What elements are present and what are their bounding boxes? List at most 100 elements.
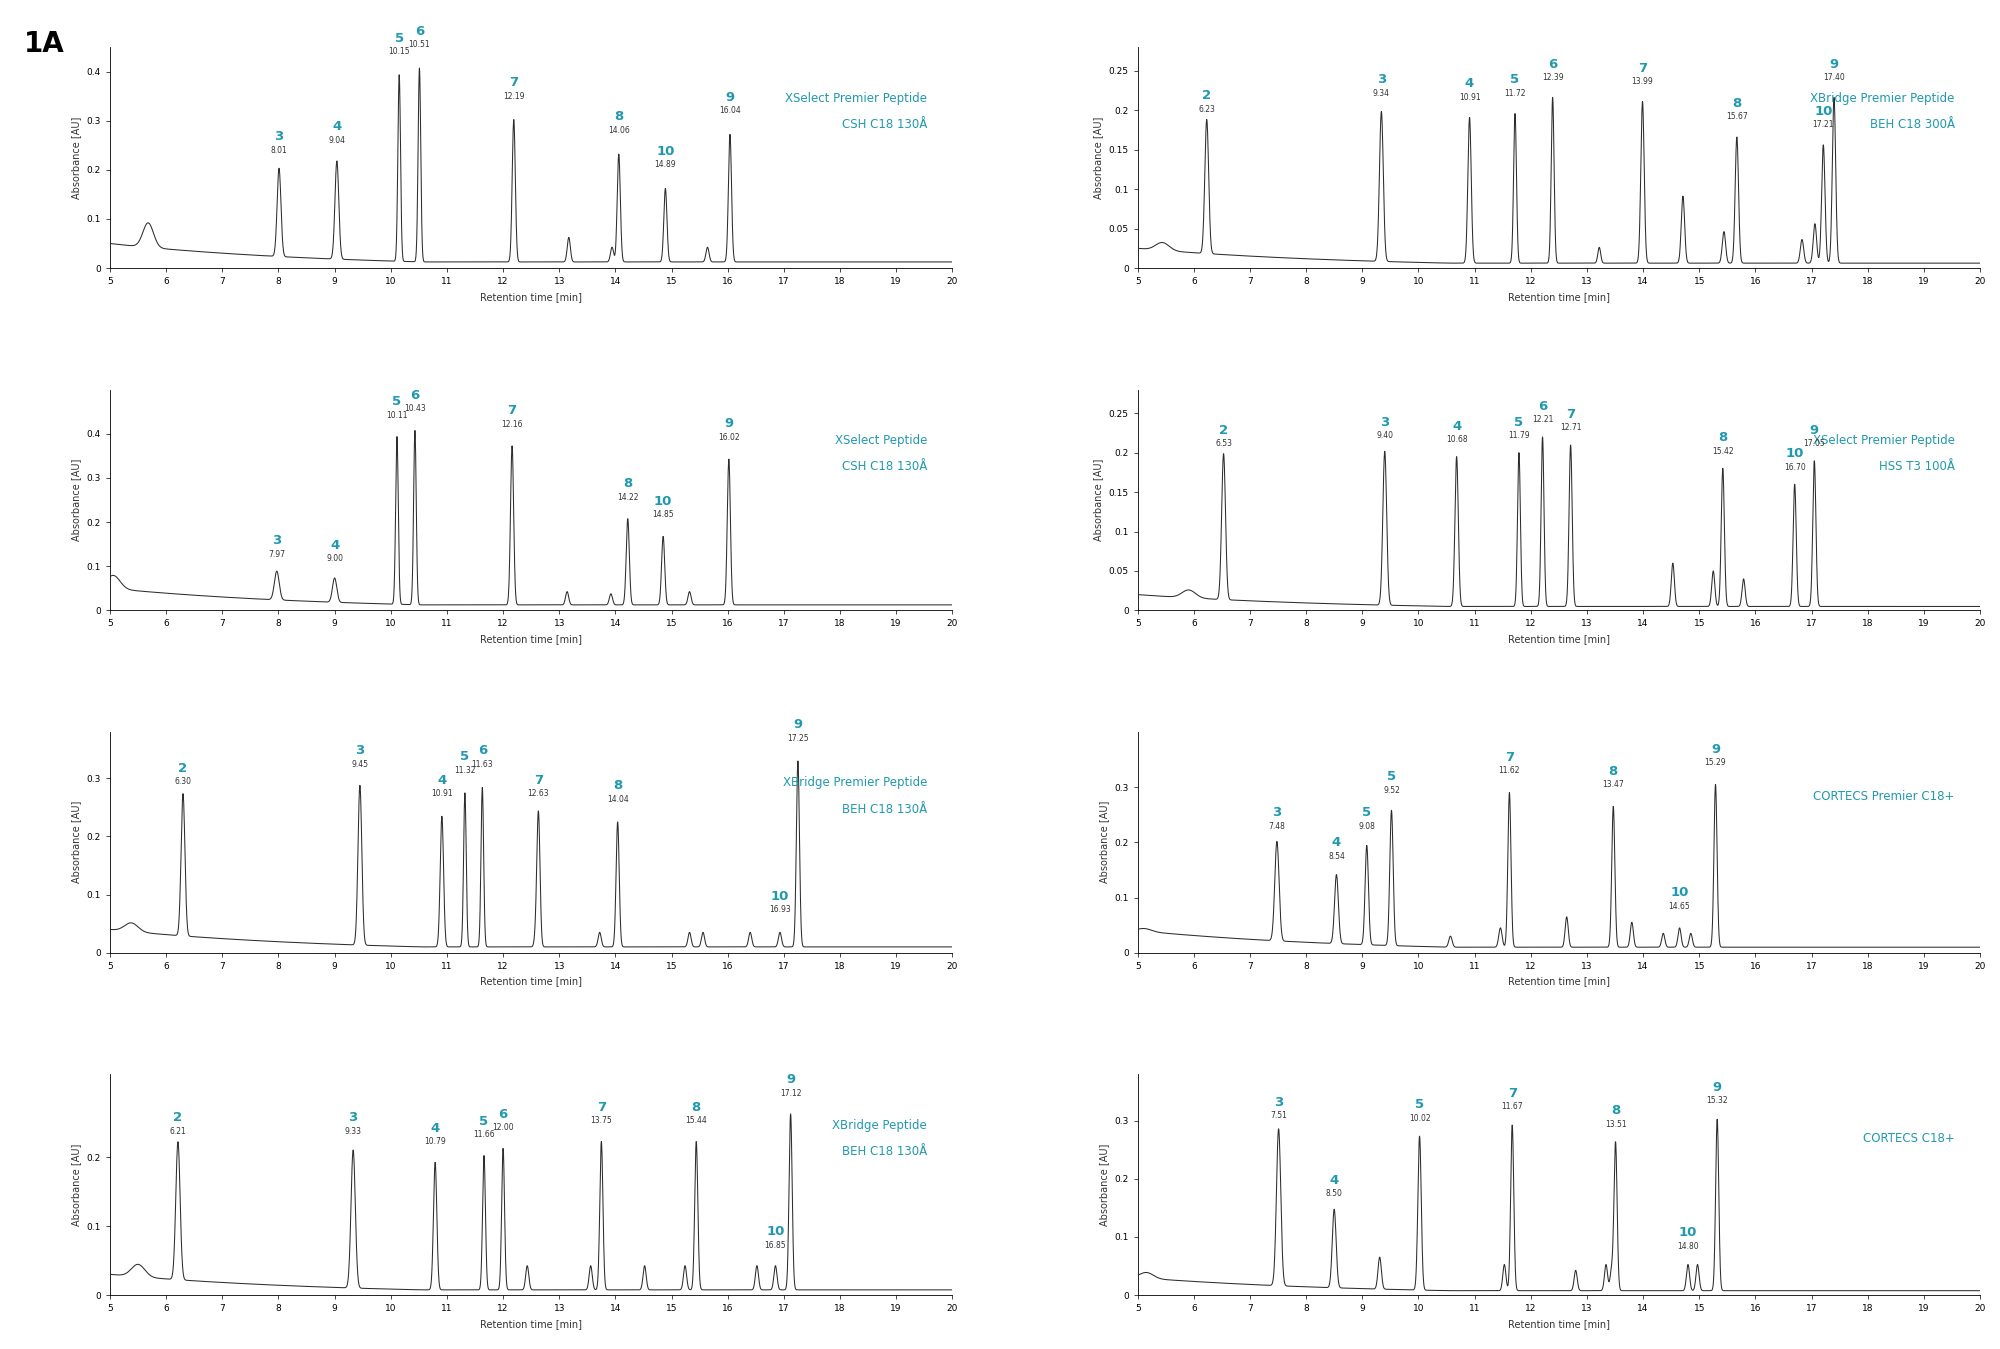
Text: CORTECS C18+: CORTECS C18+ bbox=[1862, 1132, 1954, 1145]
Text: 9: 9 bbox=[1712, 1081, 1722, 1094]
Text: 11.66: 11.66 bbox=[474, 1130, 494, 1139]
Text: 9.33: 9.33 bbox=[344, 1126, 362, 1136]
Text: 15.32: 15.32 bbox=[1706, 1097, 1728, 1105]
Text: 5: 5 bbox=[394, 32, 404, 45]
Text: XSelect Peptide: XSelect Peptide bbox=[834, 434, 928, 447]
Text: 9: 9 bbox=[786, 1074, 796, 1086]
Text: 6: 6 bbox=[1548, 58, 1558, 70]
Text: 3: 3 bbox=[1376, 73, 1386, 86]
Text: 6: 6 bbox=[410, 389, 420, 402]
Text: BEH C18 300Å: BEH C18 300Å bbox=[1870, 119, 1954, 131]
Text: 12.21: 12.21 bbox=[1532, 415, 1554, 425]
Text: 7: 7 bbox=[1504, 751, 1514, 764]
Text: 5: 5 bbox=[392, 395, 402, 409]
Text: 6.53: 6.53 bbox=[1216, 438, 1232, 448]
Y-axis label: Absorbance [AU]: Absorbance [AU] bbox=[1098, 801, 1108, 884]
Text: 11.62: 11.62 bbox=[1498, 766, 1520, 776]
Text: 8: 8 bbox=[1608, 765, 1618, 777]
X-axis label: Retention time [min]: Retention time [min] bbox=[1508, 634, 1610, 643]
Text: 10.43: 10.43 bbox=[404, 405, 426, 413]
Text: 8: 8 bbox=[614, 111, 624, 123]
Text: 10: 10 bbox=[1786, 448, 1804, 460]
Text: 9.45: 9.45 bbox=[352, 759, 368, 769]
Text: 8: 8 bbox=[624, 478, 632, 490]
Text: 16.02: 16.02 bbox=[718, 433, 740, 442]
Y-axis label: Absorbance [AU]: Absorbance [AU] bbox=[1092, 459, 1102, 541]
Text: 9.00: 9.00 bbox=[326, 554, 344, 564]
Text: 17.25: 17.25 bbox=[788, 734, 808, 743]
Text: 6: 6 bbox=[498, 1108, 508, 1121]
Text: 7.97: 7.97 bbox=[268, 550, 286, 558]
Text: 5: 5 bbox=[1414, 1098, 1424, 1112]
Text: 11.32: 11.32 bbox=[454, 766, 476, 774]
Text: 14.65: 14.65 bbox=[1668, 901, 1690, 911]
Text: 17.05: 17.05 bbox=[1804, 438, 1826, 448]
Text: 7: 7 bbox=[596, 1101, 606, 1114]
Text: 4: 4 bbox=[438, 773, 446, 786]
X-axis label: Retention time [min]: Retention time [min] bbox=[480, 634, 582, 643]
Text: 9: 9 bbox=[724, 417, 734, 430]
Text: 2: 2 bbox=[1220, 424, 1228, 437]
Text: 3: 3 bbox=[272, 534, 282, 548]
Text: CSH C18 130Å: CSH C18 130Å bbox=[842, 460, 928, 473]
Text: XSelect Premier Peptide: XSelect Premier Peptide bbox=[786, 92, 928, 105]
X-axis label: Retention time [min]: Retention time [min] bbox=[1508, 291, 1610, 302]
Text: 10: 10 bbox=[654, 495, 672, 507]
Text: 10.11: 10.11 bbox=[386, 411, 408, 420]
Text: 6: 6 bbox=[478, 745, 486, 758]
Text: 9.34: 9.34 bbox=[1372, 89, 1390, 98]
Text: 4: 4 bbox=[1332, 836, 1342, 850]
Y-axis label: Absorbance [AU]: Absorbance [AU] bbox=[72, 459, 82, 541]
Text: CORTECS Premier C18+: CORTECS Premier C18+ bbox=[1814, 789, 1954, 803]
Text: 9: 9 bbox=[1710, 742, 1720, 755]
Text: XBridge Premier Peptide: XBridge Premier Peptide bbox=[1810, 92, 1954, 105]
Text: 6.21: 6.21 bbox=[170, 1126, 186, 1136]
Text: 14.22: 14.22 bbox=[618, 492, 638, 502]
Text: 5: 5 bbox=[1386, 770, 1396, 784]
Text: 13.51: 13.51 bbox=[1604, 1120, 1626, 1129]
Text: 6.30: 6.30 bbox=[174, 777, 192, 786]
Text: 5: 5 bbox=[480, 1114, 488, 1128]
Text: 2: 2 bbox=[1202, 89, 1212, 103]
Text: 4: 4 bbox=[1452, 420, 1462, 433]
Text: 4: 4 bbox=[430, 1121, 440, 1135]
Text: 9: 9 bbox=[1810, 424, 1818, 437]
Text: 7: 7 bbox=[1508, 1087, 1516, 1099]
Text: 15.44: 15.44 bbox=[686, 1116, 708, 1125]
Text: 11.63: 11.63 bbox=[472, 759, 494, 769]
Text: 7: 7 bbox=[510, 76, 518, 89]
Y-axis label: Absorbance [AU]: Absorbance [AU] bbox=[72, 801, 82, 884]
Text: 10.68: 10.68 bbox=[1446, 436, 1468, 444]
Text: 14.04: 14.04 bbox=[606, 795, 628, 804]
Text: 9.40: 9.40 bbox=[1376, 432, 1394, 440]
Text: 12.00: 12.00 bbox=[492, 1124, 514, 1132]
Text: 10: 10 bbox=[1678, 1226, 1698, 1240]
Y-axis label: Absorbance [AU]: Absorbance [AU] bbox=[1092, 116, 1102, 198]
Text: 12.39: 12.39 bbox=[1542, 73, 1564, 82]
Text: 17.12: 17.12 bbox=[780, 1089, 802, 1098]
Y-axis label: Absorbance [AU]: Absorbance [AU] bbox=[72, 116, 82, 198]
Text: 9.08: 9.08 bbox=[1358, 822, 1376, 831]
Text: 9.52: 9.52 bbox=[1384, 785, 1400, 795]
Text: 10.91: 10.91 bbox=[1458, 93, 1480, 101]
Text: 11.67: 11.67 bbox=[1502, 1102, 1524, 1112]
Text: 11.72: 11.72 bbox=[1504, 89, 1526, 98]
Text: 9: 9 bbox=[794, 718, 802, 731]
Text: 12.16: 12.16 bbox=[502, 420, 522, 429]
Text: 15.42: 15.42 bbox=[1712, 447, 1734, 456]
Text: 10.15: 10.15 bbox=[388, 47, 410, 57]
X-axis label: Retention time [min]: Retention time [min] bbox=[1508, 1318, 1610, 1329]
Text: 10.91: 10.91 bbox=[432, 789, 452, 799]
Text: 16.04: 16.04 bbox=[720, 107, 740, 115]
Text: 14.89: 14.89 bbox=[654, 161, 676, 169]
Text: 3: 3 bbox=[348, 1112, 358, 1124]
Text: 2: 2 bbox=[174, 1112, 182, 1124]
Text: 6: 6 bbox=[414, 24, 424, 38]
Text: XBridge Premier Peptide: XBridge Premier Peptide bbox=[782, 776, 928, 789]
Text: 6: 6 bbox=[1538, 399, 1548, 413]
Text: 7: 7 bbox=[1638, 62, 1648, 74]
Text: 4: 4 bbox=[1464, 77, 1474, 90]
Text: 5: 5 bbox=[1514, 415, 1524, 429]
X-axis label: Retention time [min]: Retention time [min] bbox=[480, 977, 582, 986]
Text: 5: 5 bbox=[1362, 807, 1372, 819]
